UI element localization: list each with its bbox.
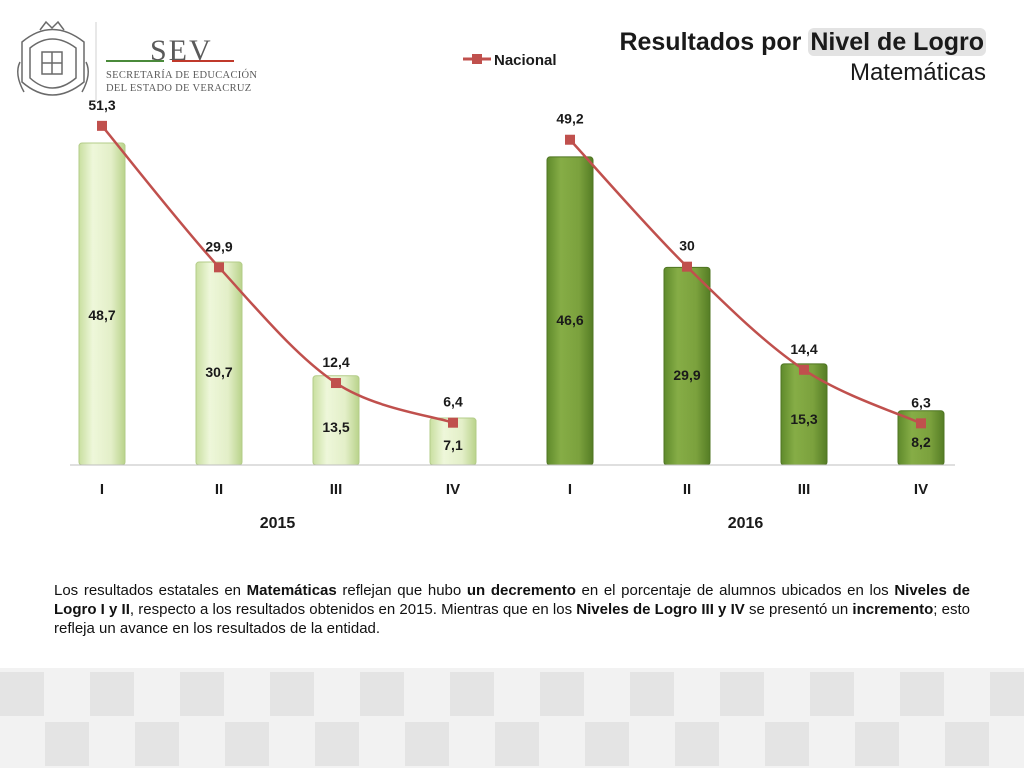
footer-tile [540, 672, 584, 716]
nacional-value-label: 12,4 [322, 354, 349, 370]
nacional-value-label: 6,4 [443, 394, 463, 410]
year-group-label: 2015 [260, 515, 296, 532]
legend: Nacional [463, 52, 557, 69]
summary-bold: Niveles de Logro III y IV [576, 601, 745, 618]
summary-paragraph: Los resultados estatales en Matemáticas … [54, 581, 970, 638]
footer-tile [0, 672, 44, 716]
nacional-value-label: 51,3 [88, 97, 115, 113]
summary-bold: Matemáticas [246, 582, 337, 599]
brand-subtitle-line1: SECRETARÍA DE EDUCACIÓN [106, 70, 258, 81]
footer-tile [270, 672, 314, 716]
footer-tile [180, 672, 224, 716]
category-tick-label: IV [914, 481, 928, 498]
nacional-line-2015 [101, 125, 454, 424]
title-main: Resultados por Nivel de Logro [619, 28, 986, 57]
summary-text: en el porcentaje de alumnos ubicados en … [575, 582, 895, 599]
bar-value-label: 7,1 [443, 437, 463, 453]
footer-tile [990, 672, 1024, 716]
bar-i-2016 [546, 156, 594, 466]
footer-tile [360, 672, 404, 716]
nacional-value-label: 6,3 [911, 394, 931, 410]
summary-text: , respecto a los resultados obtenidos en… [129, 601, 577, 618]
summary-bold: incremento [852, 601, 934, 618]
footer-tile [630, 672, 674, 716]
chart-title: Resultados por Nivel de Logro Matemática… [619, 28, 986, 87]
bar-i-2015 [78, 142, 126, 466]
category-tick-label: II [215, 481, 223, 498]
category-tick-label: III [798, 481, 811, 498]
summary-bold: un decremento [466, 582, 576, 599]
brand-name: SEV [150, 34, 213, 67]
footer-pattern [0, 668, 1024, 768]
footer-tile [720, 672, 764, 716]
footer-tile [315, 722, 359, 766]
title-highlight: Nivel de Logro [808, 28, 986, 56]
bar-value-label: 15,3 [790, 411, 817, 427]
footer-tile [135, 722, 179, 766]
footer-tile [855, 722, 899, 766]
nacional-marker [916, 418, 926, 429]
footer-tile [675, 722, 719, 766]
category-tick-label: III [330, 481, 343, 498]
title-subtitle: Matemáticas [849, 59, 986, 86]
footer-tile [765, 722, 809, 766]
bar-value-label: 13,5 [322, 419, 349, 435]
sev-logo: SEV SECRETARÍA DE EDUCACIÓN DEL ESTADO D… [12, 12, 257, 112]
footer-tile [900, 672, 944, 716]
nacional-value-label: 49,2 [556, 111, 583, 127]
bar-value-label: 8,2 [911, 434, 931, 450]
category-tick-label: I [568, 481, 572, 498]
summary-text: Los resultados estatales en [54, 582, 247, 599]
year-group-label: 2016 [728, 515, 764, 532]
legend-label: Nacional [494, 52, 557, 69]
nacional-marker [565, 134, 575, 145]
brand-subtitle-line2: DEL ESTADO DE VERACRUZ [106, 83, 252, 94]
nacional-marker [331, 378, 341, 389]
bar-value-label: 30,7 [205, 364, 232, 380]
nacional-marker [682, 261, 692, 272]
bar-value-label: 48,7 [88, 307, 115, 323]
nacional-marker [214, 262, 224, 273]
nacional-marker [97, 120, 107, 131]
category-tick-label: IV [446, 481, 460, 498]
nacional-value-label: 14,4 [790, 341, 817, 357]
footer-tile [810, 672, 854, 716]
footer-tile [495, 722, 539, 766]
nacional-marker [799, 364, 809, 375]
summary-text: reflejan que hubo [336, 582, 467, 599]
category-tick-label: I [100, 481, 104, 498]
footer-tile [90, 672, 134, 716]
footer-tile [45, 722, 89, 766]
summary-bold: Niveles de Logro I y II [54, 582, 970, 618]
footer-tile [225, 722, 269, 766]
footer-tile [450, 672, 494, 716]
nacional-marker [448, 417, 458, 428]
category-tick-label: II [683, 481, 691, 498]
veracruz-seal-icon [17, 20, 234, 102]
legend-marker-swatch [472, 54, 482, 64]
nacional-value-label: 30 [679, 238, 695, 254]
title-prefix: Resultados por [619, 28, 809, 56]
footer-tile [585, 722, 629, 766]
footer-tile [405, 722, 449, 766]
summary-text: se presentó un [744, 601, 853, 618]
summary-text: ; esto refleja un avance en los resultad… [54, 601, 970, 637]
nacional-line-2016 [569, 138, 922, 425]
footer-tile [945, 722, 989, 766]
bar-value-label: 46,6 [556, 312, 583, 328]
nacional-value-label: 29,9 [205, 238, 232, 254]
bar-value-label: 29,9 [673, 367, 700, 383]
results-chart: 51,3 29,9 12,4 6,4 49,2 30 14,4 6,3 48,7 30,7 13,5… [70, 52, 955, 532]
